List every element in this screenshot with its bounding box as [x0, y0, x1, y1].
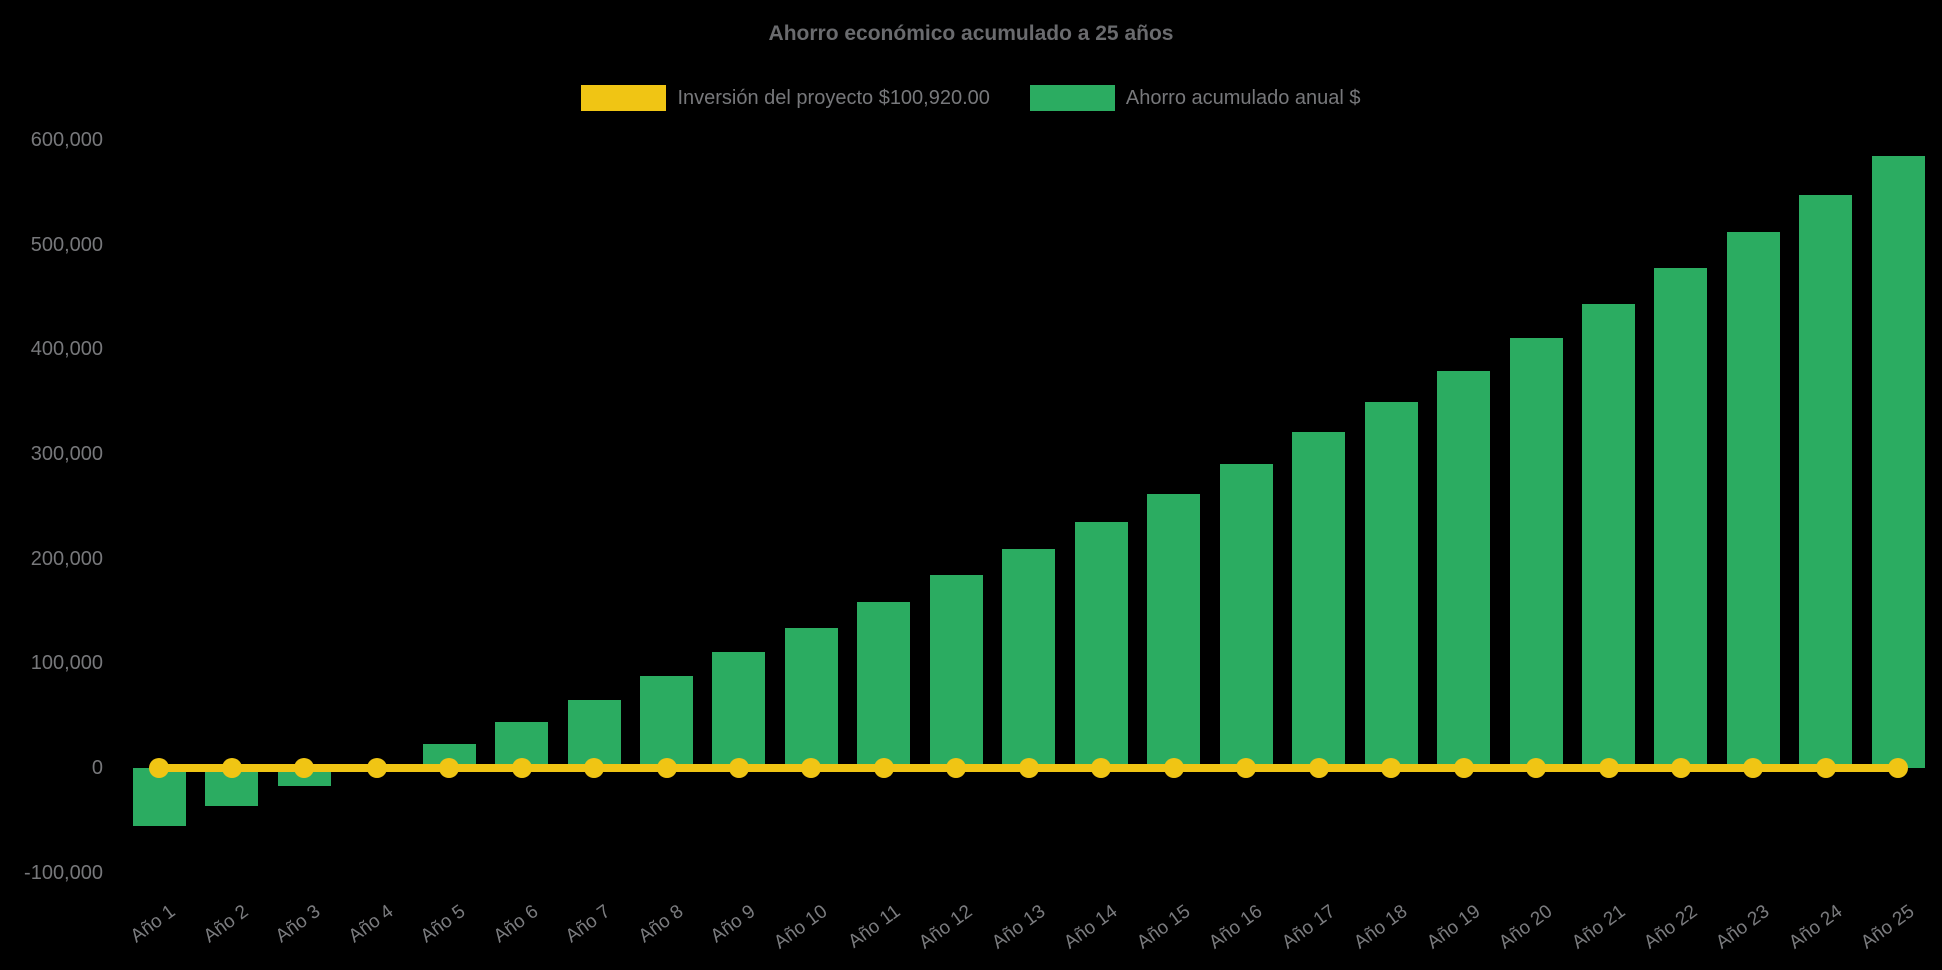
bar-año-15[interactable] — [1147, 493, 1201, 768]
legend-swatch-inversion — [581, 85, 667, 111]
bar-año-21[interactable] — [1582, 303, 1635, 768]
x-tick-año-25: Año 25 — [1857, 901, 1919, 954]
x-tick-año-8: Año 8 — [634, 901, 687, 948]
line-point-año-10[interactable] — [801, 758, 822, 778]
line-point-año-12[interactable] — [946, 758, 967, 778]
x-tick-año-2: Año 2 — [199, 901, 253, 948]
line-point-año-21[interactable] — [1598, 758, 1619, 778]
line-point-año-6[interactable] — [511, 758, 532, 778]
bar-año-16[interactable] — [1219, 463, 1273, 768]
line-point-año-4[interactable] — [366, 758, 387, 778]
line-point-año-18[interactable] — [1381, 758, 1402, 778]
line-point-año-13[interactable] — [1018, 758, 1039, 778]
bar-año-20[interactable] — [1509, 337, 1563, 768]
legend-item-inversion[interactable]: Inversión del proyecto $100,920.00 — [581, 85, 990, 111]
bar-año-9[interactable] — [712, 651, 766, 768]
line-point-año-20[interactable] — [1526, 758, 1547, 778]
chart-title: Ahorro económico acumulado a 25 años — [768, 22, 1174, 45]
y-tick-300000: 300,000 — [30, 442, 103, 465]
y-tick-100000: 100,000 — [30, 652, 103, 675]
bar-año-19[interactable] — [1437, 370, 1491, 768]
bar-año-23[interactable] — [1726, 232, 1780, 768]
line-point-año-7[interactable] — [584, 758, 605, 778]
bar-año-13[interactable] — [1002, 549, 1056, 768]
bar-año-8[interactable] — [640, 675, 694, 768]
legend-swatch-ahorro — [1029, 85, 1115, 111]
x-tick-año-3: Año 3 — [272, 901, 325, 948]
bar-año-18[interactable] — [1364, 401, 1418, 768]
line-point-año-9[interactable] — [728, 758, 749, 778]
line-point-año-17[interactable] — [1308, 758, 1329, 778]
x-tick-año-7: Año 7 — [561, 901, 615, 948]
bar-año-11[interactable] — [857, 601, 911, 768]
line-point-año-11[interactable] — [873, 758, 894, 778]
x-tick-año-1: Año 1 — [127, 901, 180, 948]
line-point-año-5[interactable] — [439, 758, 460, 778]
line-point-año-8[interactable] — [656, 758, 677, 778]
line-point-año-22[interactable] — [1670, 758, 1691, 778]
bar-año-22[interactable] — [1654, 267, 1708, 768]
bar-año-7[interactable] — [567, 699, 621, 768]
bar-año-12[interactable] — [929, 575, 983, 768]
line-point-año-2[interactable] — [221, 758, 242, 778]
bar-año-17[interactable] — [1292, 432, 1346, 768]
line-point-año-24[interactable] — [1815, 758, 1836, 778]
line-point-año-15[interactable] — [1163, 758, 1184, 778]
y-tick-500000: 500,000 — [30, 233, 103, 256]
x-tick-año-5: Año 5 — [416, 901, 470, 948]
legend-label-inversion: Inversión del proyecto $100,920.00 — [677, 86, 990, 109]
x-tick-año-6: Año 6 — [489, 901, 542, 948]
legend-item-ahorro[interactable]: Ahorro acumulado anual $ — [1029, 85, 1361, 111]
y-tick-600000: 600,000 — [30, 128, 103, 151]
bar-año-10[interactable] — [784, 628, 838, 768]
bar-año-25[interactable] — [1871, 156, 1925, 768]
line-point-año-14[interactable] — [1091, 758, 1112, 778]
line-point-año-19[interactable] — [1453, 758, 1474, 778]
x-tick-año-4: Año 4 — [344, 901, 398, 948]
line-point-año-25[interactable] — [1888, 758, 1909, 778]
line-point-año-16[interactable] — [1236, 758, 1257, 778]
bar-año-14[interactable] — [1074, 522, 1128, 768]
line-point-año-3[interactable] — [294, 758, 315, 778]
y-tick-400000: 400,000 — [30, 338, 103, 361]
x-tick-año-9: Año 9 — [706, 901, 760, 948]
y-tick-200000: 200,000 — [30, 547, 103, 570]
y-tick-0: 0 — [91, 757, 103, 779]
line-point-año-23[interactable] — [1743, 758, 1764, 778]
line-point-año-1[interactable] — [149, 758, 170, 778]
legend-label-ahorro: Ahorro acumulado anual $ — [1125, 86, 1361, 109]
legend: Inversión del proyecto $100,920.00 Ahorr… — [0, 85, 1942, 111]
bar-año-24[interactable] — [1799, 195, 1853, 768]
y-tick--100000: -100,000 — [24, 861, 103, 884]
